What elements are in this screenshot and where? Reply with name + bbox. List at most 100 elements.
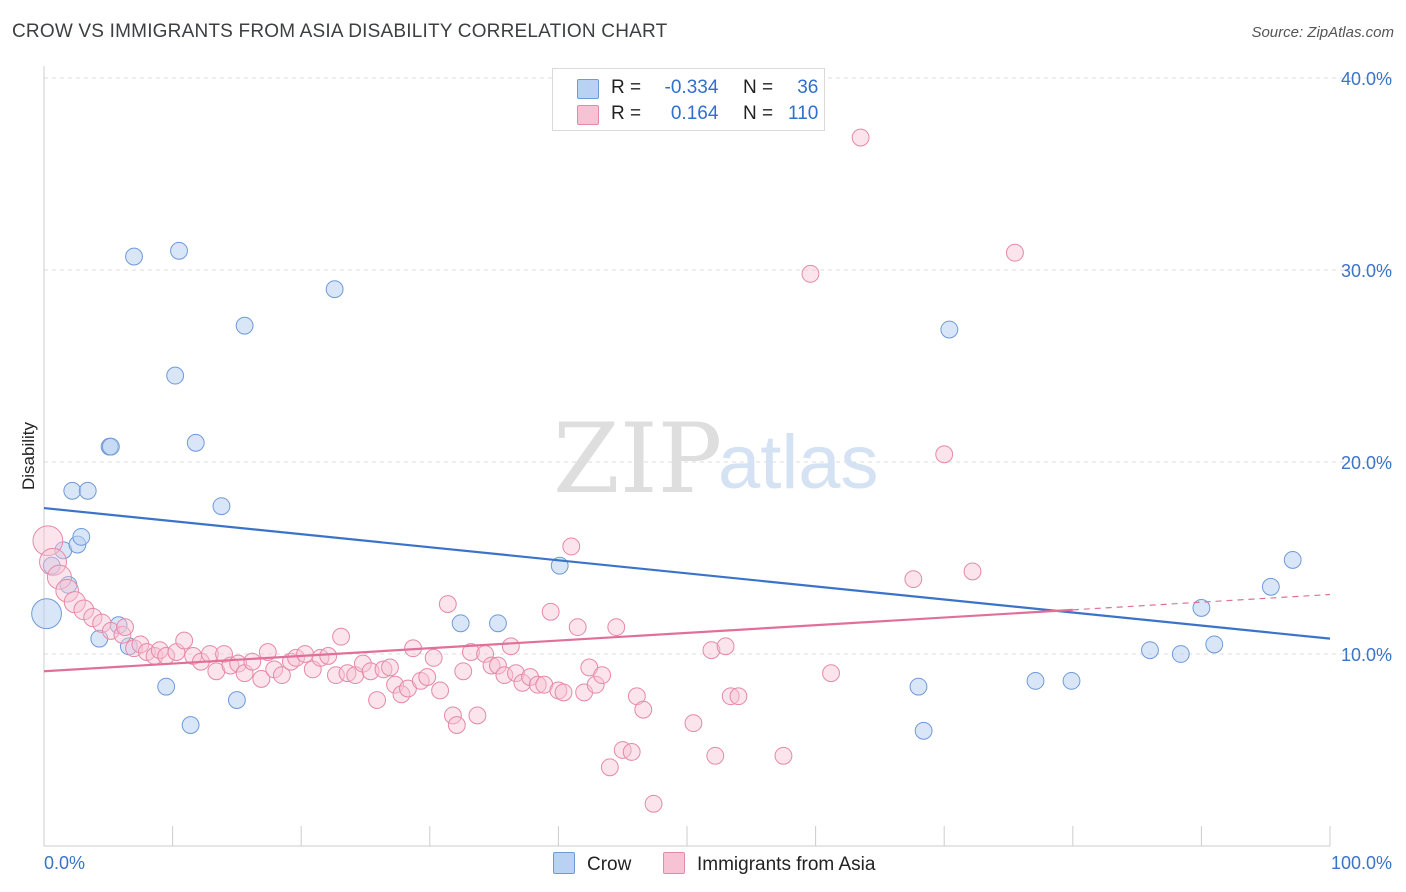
legend-n-label: N = [742,77,774,98]
crow-point [1141,641,1159,660]
asia-point [507,664,525,683]
legend-swatch-asia [577,105,599,125]
crow-point [451,614,470,633]
asia-point [541,602,560,621]
crow-point [909,677,928,696]
asia-point [721,687,740,706]
asia-point [622,743,641,761]
axes [43,66,1331,847]
crow-point [1026,671,1045,690]
asia-point [593,666,612,685]
crow-point [72,527,91,546]
crow-point [212,497,231,516]
legend-n-value-asia: 110 [788,103,819,124]
crow-point [170,241,188,260]
watermark-zip: ZIP [553,403,722,515]
watermark: ZIP atlas [553,403,879,515]
x-tick-labels: 0.0% 100.0% [44,853,1392,873]
bottom-legend-asia: Immigrants from Asia [663,852,875,876]
correlation-legend: R = -0.334 N = 36 R = 0.164 N = 110 [552,68,825,131]
bottom-legend-swatch-crow [553,852,575,874]
asia-point [92,613,112,633]
asia-point [801,264,820,283]
asia-point [684,714,703,733]
bottom-legend-swatch-asia [663,852,685,874]
crow-point [181,716,200,734]
crow-point [78,481,97,500]
asia-point [702,641,721,660]
crow-point [31,598,62,630]
crow-point [1261,577,1280,596]
asia-point [332,627,350,646]
asia-point [354,654,372,673]
asia-point [327,666,345,685]
asia-point [1006,243,1024,262]
asia-point [55,578,79,603]
asia-point [368,691,386,710]
asia-point [287,648,305,667]
y-axis-label: Disability [19,421,38,490]
asia-point [215,645,233,663]
crow-point [227,691,246,710]
crow-point [101,437,120,456]
asia-point [729,687,748,706]
asia-point [438,595,457,614]
asia-point [521,668,540,686]
x-tick-label: 100.0% [1331,853,1392,873]
legend-r-label: R = [611,103,642,124]
asia-trendline [43,608,1073,673]
asia-point [501,637,520,656]
asia-point [296,645,314,663]
crow-point [1205,635,1224,654]
asia-point [468,706,487,725]
asia-point [482,656,501,675]
asia-point [613,741,632,759]
asia-point [431,681,450,700]
crow-trendline [43,506,1331,640]
asia-point [607,618,626,637]
asia-point [252,670,271,688]
crow-point [235,316,254,335]
asia-point [272,666,291,685]
legend-swatch-crow [577,79,599,99]
asia-point [462,643,480,662]
y-tick-label: 30.0% [1341,261,1392,281]
asia-point [381,658,399,677]
legend-n-value-crow: 36 [797,77,819,98]
asia-point [243,652,262,671]
asia-point [46,564,72,590]
asia-point [963,562,982,581]
crow-point [1171,645,1190,663]
crow-points [31,241,1302,740]
asia-point [644,794,663,813]
crow-point [63,481,82,500]
legend-n-label: N = [742,103,774,124]
y-tick-label: 20.0% [1341,453,1392,473]
bottom-legend-crow: Crow [553,852,631,876]
legend-r-value-crow: -0.334 [664,77,719,98]
bottom-legend-label-asia: Immigrants from Asia [697,854,876,875]
source-note: Source: ZipAtlas.com [1251,24,1394,41]
crow-point [157,677,176,696]
asia-point [528,675,547,694]
asia-point [600,758,619,777]
asia-point [935,445,954,464]
crow-point [186,433,205,452]
trendlines [43,506,1331,673]
asia-point [39,547,67,576]
chart-title: CROW VS IMMIGRANTS FROM ASIA DISABILITY … [12,21,668,42]
asia-point [634,700,653,719]
crow-point [1062,671,1081,690]
crow-point [489,614,507,633]
asia-point [361,662,380,681]
asia-point [444,706,462,725]
crow-point [1283,551,1302,569]
asia-point [562,537,581,556]
asia-point [374,660,393,679]
asia-point [904,570,923,589]
asia-point [554,683,573,702]
crow-point [325,280,344,299]
asia-point [101,622,120,640]
asia-point [116,618,134,637]
asia-point [175,631,194,650]
